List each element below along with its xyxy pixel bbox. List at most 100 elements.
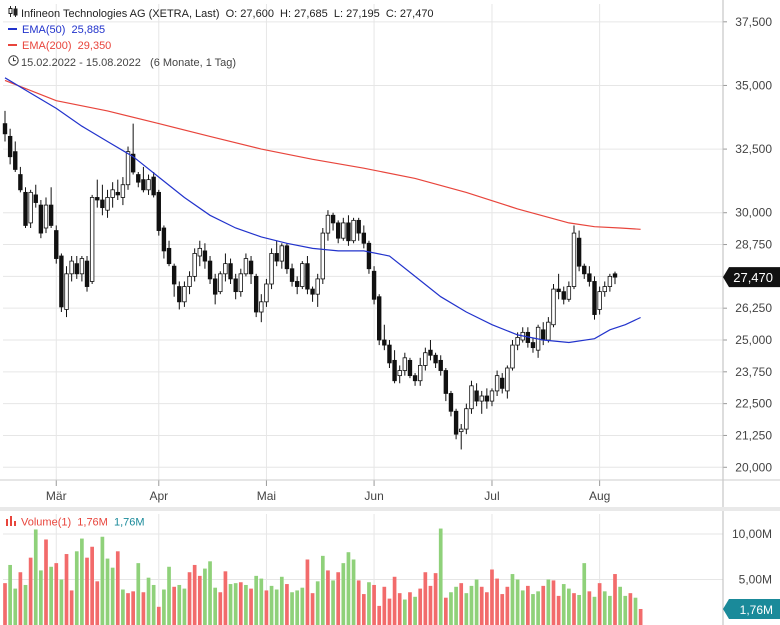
candle — [207, 256, 213, 284]
volume-bar — [567, 588, 571, 625]
candle — [166, 240, 172, 267]
candle — [33, 184, 38, 208]
month-label: Mär — [46, 489, 67, 503]
volume-bar — [136, 563, 141, 625]
volume-bar — [633, 597, 638, 625]
volume-bar — [8, 564, 12, 625]
volume-bar — [582, 563, 587, 625]
candle-body — [474, 390, 479, 402]
candle-body — [59, 255, 64, 308]
volume-tick-label: 5,00M — [739, 573, 772, 587]
volume-tick-label: 10,00M — [732, 527, 772, 541]
candle — [18, 166, 23, 193]
candle — [48, 187, 54, 228]
candle — [612, 271, 618, 285]
candle — [7, 128, 13, 165]
volume-bar — [156, 606, 161, 625]
candle-body — [218, 273, 223, 293]
candle-body — [515, 337, 520, 346]
volume-bar — [95, 581, 100, 625]
candle — [448, 390, 454, 417]
candle-body — [428, 349, 433, 356]
candle-body — [187, 275, 192, 287]
volume-bar — [269, 585, 274, 625]
volume-bar — [59, 579, 64, 625]
volume-bar — [602, 591, 607, 625]
candle — [505, 365, 510, 399]
candle — [325, 210, 331, 241]
volume-bar — [541, 585, 546, 625]
volume-value-teal: 1,76M — [113, 516, 145, 529]
ema50-line — [4, 77, 641, 344]
volume-bar — [372, 584, 376, 625]
candle — [100, 184, 105, 216]
candle — [136, 172, 141, 188]
ema50-swatch — [8, 27, 17, 30]
candle-body — [582, 265, 587, 275]
candle-body — [48, 204, 54, 226]
candle — [377, 294, 382, 346]
volume-legend: Volume(1) 1,76M 1,76M — [6, 516, 145, 529]
candle — [197, 240, 202, 267]
volume-bar — [151, 584, 156, 625]
volume-bar — [351, 559, 356, 625]
candle-body — [433, 354, 438, 364]
pane-divider — [0, 507, 780, 511]
candle-body — [54, 230, 59, 259]
volume-bar — [443, 597, 448, 625]
month-label: Jun — [364, 489, 383, 503]
candle — [489, 388, 495, 407]
candle-body — [141, 179, 146, 191]
candle-body — [612, 273, 618, 278]
candle-body — [505, 367, 510, 392]
volume-bar — [510, 574, 515, 625]
volume-bar — [244, 584, 248, 625]
candle — [541, 322, 546, 346]
volume-bar — [474, 579, 479, 625]
candle — [438, 355, 443, 376]
candle-body — [571, 232, 577, 287]
volume-bar — [382, 586, 387, 625]
volume-bar — [203, 568, 207, 625]
volume-bar — [238, 582, 243, 625]
candle — [607, 273, 613, 292]
candle-body — [228, 263, 233, 280]
volume-bar — [367, 582, 371, 625]
candle — [110, 182, 115, 208]
candle — [341, 217, 346, 241]
candle-body — [269, 253, 274, 285]
candle-body — [587, 273, 592, 282]
candle — [59, 253, 64, 312]
candle-body — [551, 288, 556, 326]
volume-bar — [213, 587, 218, 625]
volume-bar — [28, 557, 33, 625]
ema50-value: 25,885 — [71, 24, 106, 36]
volume-bar — [572, 593, 576, 625]
candle — [346, 215, 351, 246]
volume-bar — [377, 605, 382, 625]
candle — [264, 278, 269, 307]
candlestick-icon — [6, 6, 20, 21]
candle-body — [177, 286, 182, 303]
candle — [510, 340, 515, 371]
candle — [130, 123, 136, 175]
volume-bar — [479, 586, 484, 625]
volume-bar — [259, 578, 264, 625]
candle-body — [489, 390, 495, 402]
price-tick-label: 37,500 — [735, 15, 772, 29]
candle — [402, 352, 408, 376]
volume-bar — [331, 580, 335, 625]
month-label: Apr — [149, 489, 168, 503]
ema50-legend[interactable]: EMA(50) 25,885 — [6, 23, 105, 37]
candle-body — [341, 222, 346, 239]
candle — [597, 286, 602, 315]
candle — [566, 281, 572, 302]
ema200-legend[interactable]: EMA(200) 29,350 — [6, 39, 111, 53]
candle-body — [346, 222, 351, 242]
candle-body — [310, 288, 315, 295]
volume-bar — [218, 592, 223, 625]
candle — [520, 327, 525, 343]
volume-bar — [536, 591, 540, 625]
volume-bar — [438, 528, 443, 625]
